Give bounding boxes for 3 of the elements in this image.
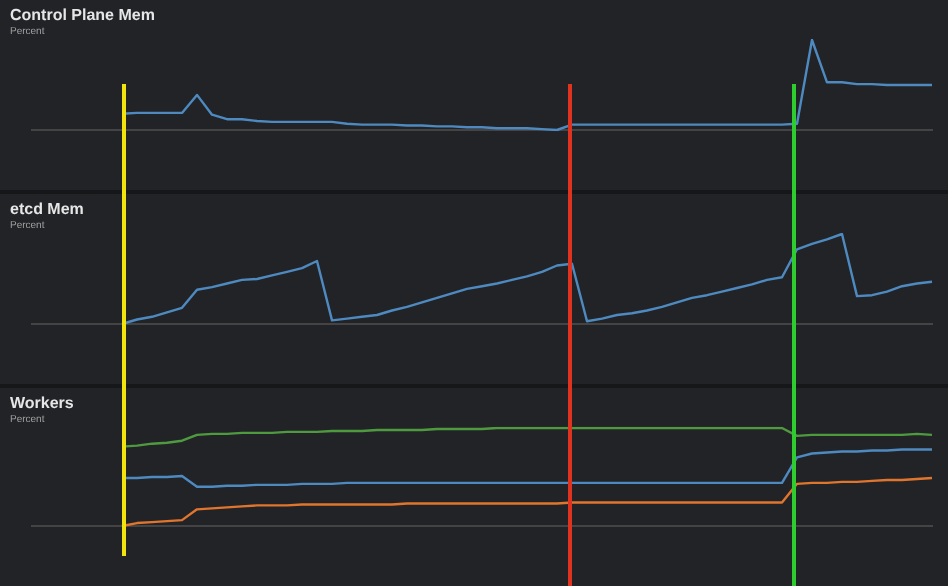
chart-title: Workers [10, 394, 74, 412]
chart-title: etcd Mem [10, 200, 84, 218]
chart-title: Control Plane Mem [10, 6, 155, 24]
